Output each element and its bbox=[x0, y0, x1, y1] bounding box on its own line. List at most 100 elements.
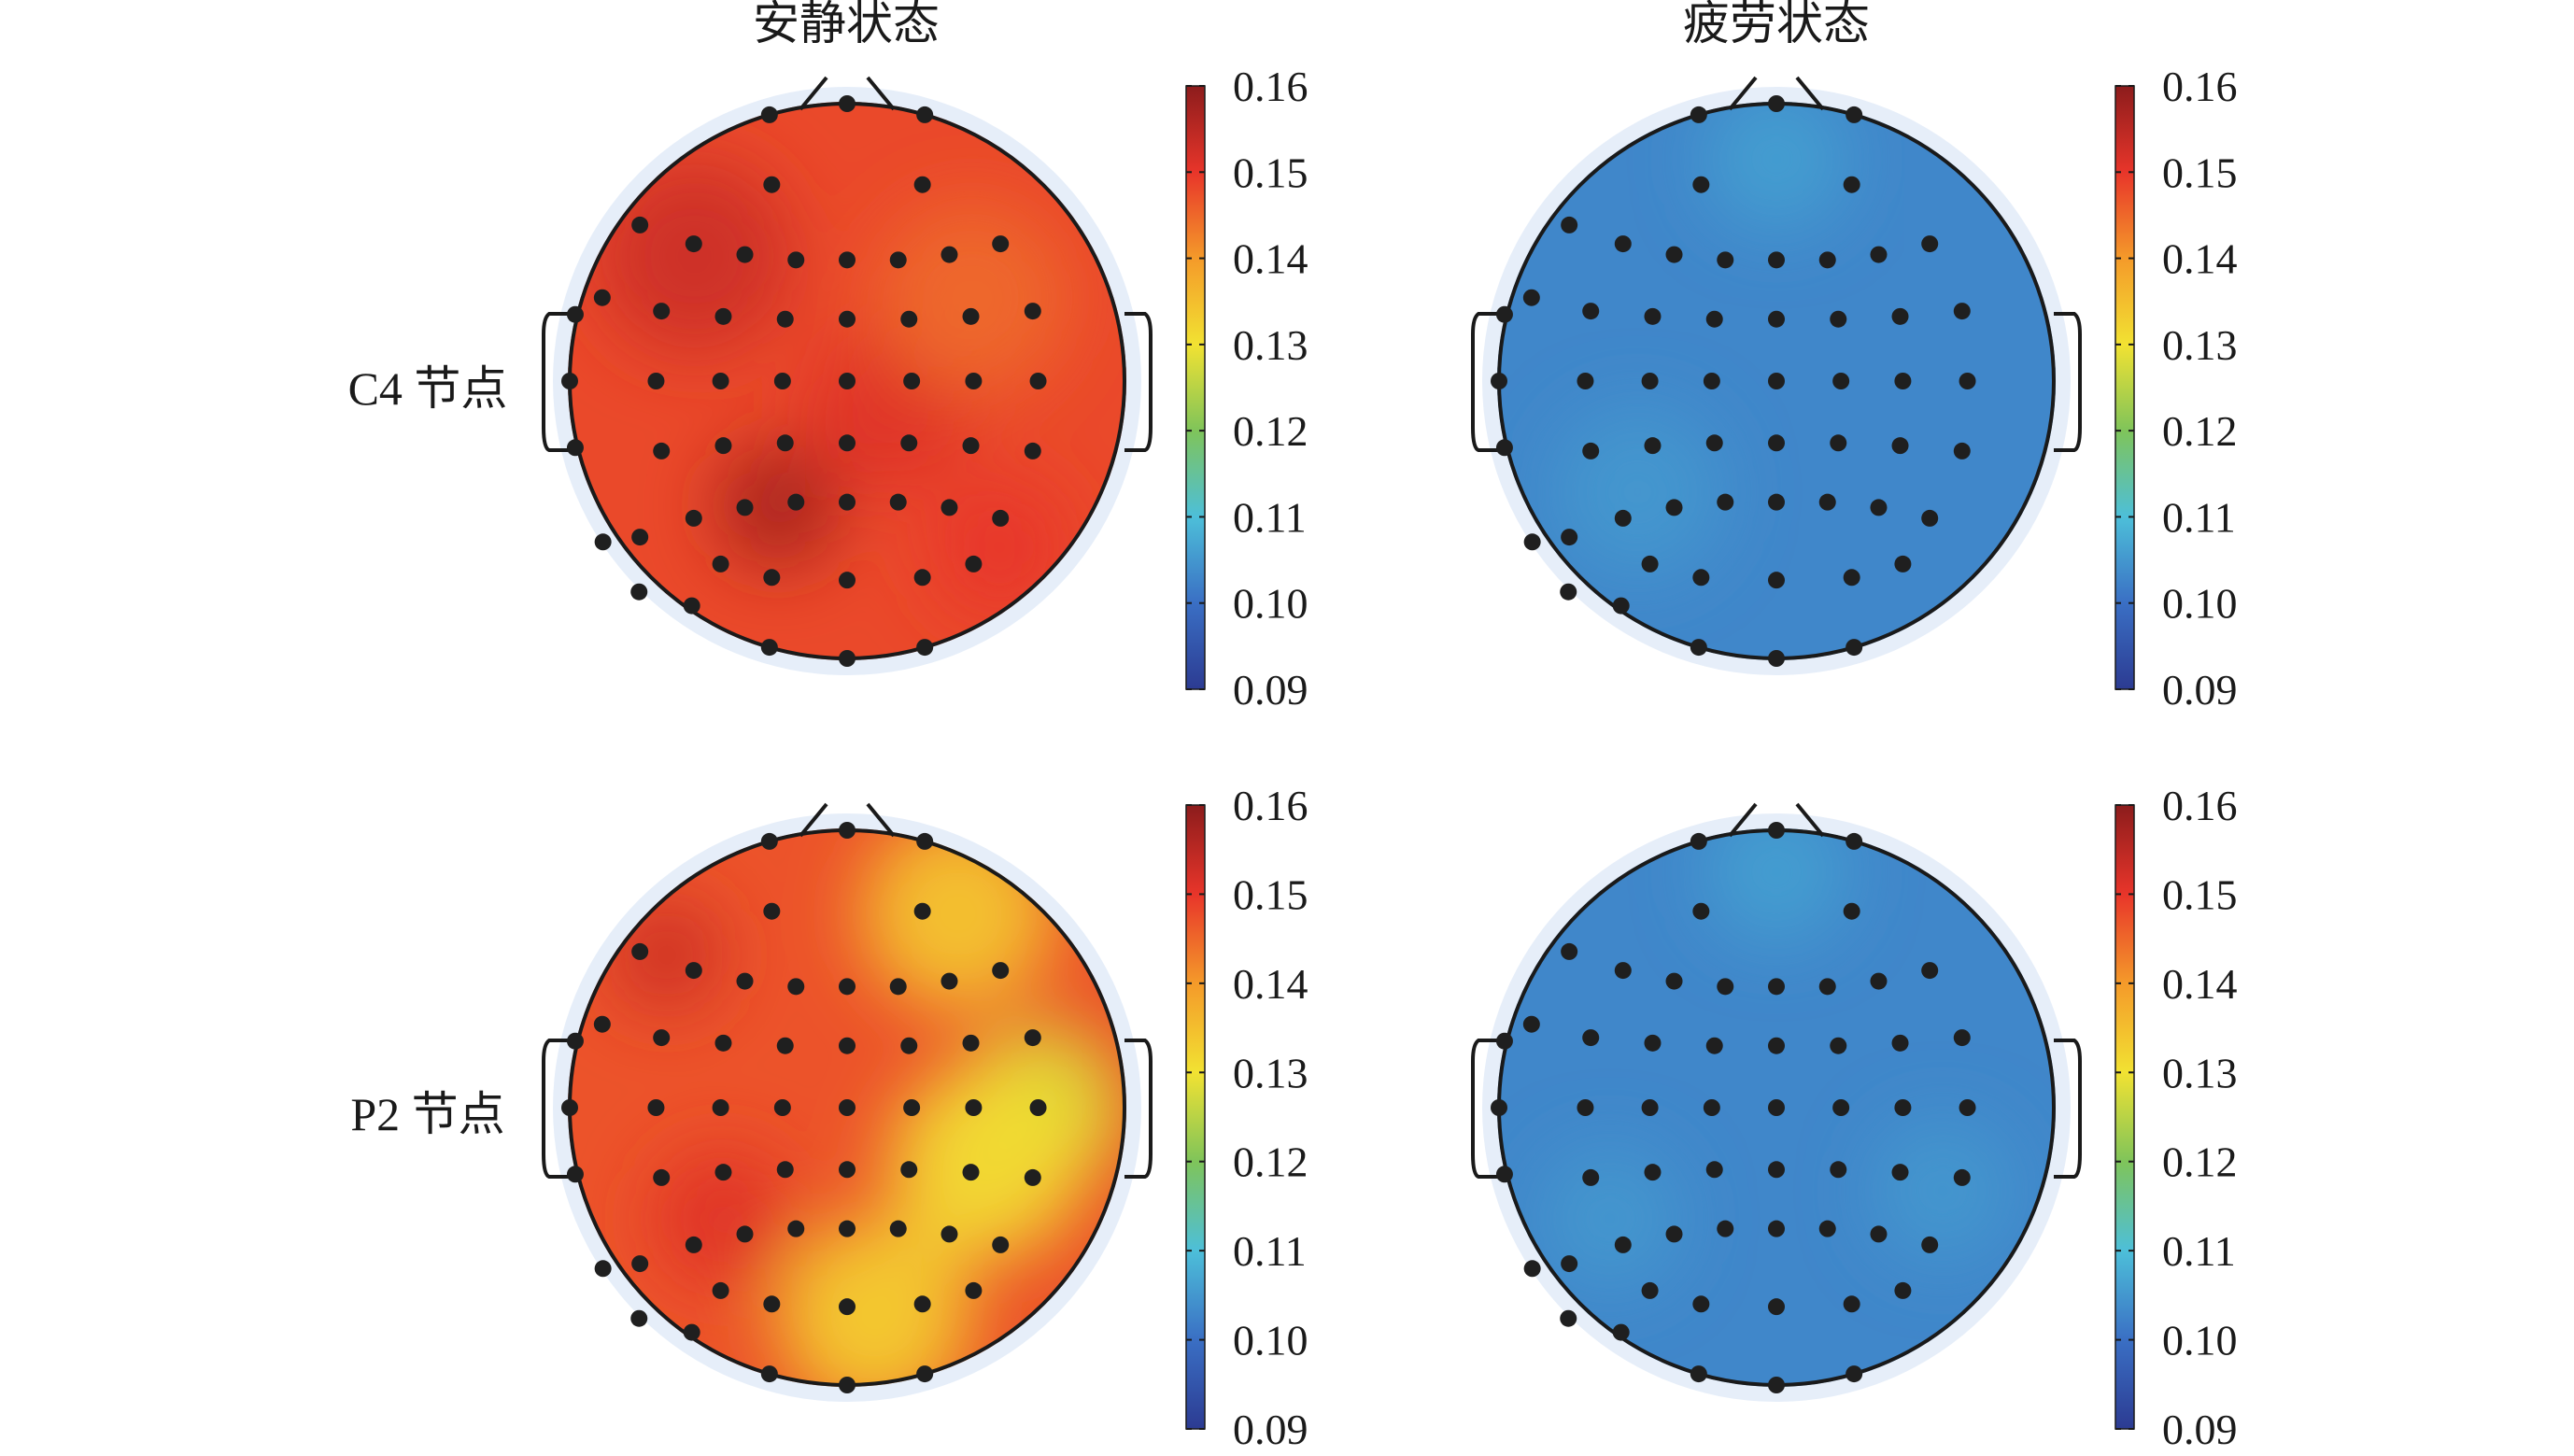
electrode bbox=[653, 303, 671, 320]
electrode bbox=[1703, 373, 1720, 389]
electrode bbox=[962, 307, 980, 325]
electrode bbox=[631, 942, 649, 960]
electrode bbox=[1692, 176, 1710, 193]
electrode bbox=[685, 1236, 702, 1253]
colorbar-tick-label: 0.12 bbox=[1233, 1138, 1308, 1186]
electrode bbox=[776, 310, 794, 328]
electrode bbox=[1024, 1168, 1041, 1186]
electrode bbox=[962, 1164, 980, 1181]
electrode bbox=[630, 583, 648, 601]
electrode bbox=[1768, 434, 1785, 452]
colorbar-tick-label: 0.13 bbox=[1233, 1049, 1308, 1096]
electrode bbox=[965, 1281, 983, 1299]
electrode bbox=[1665, 246, 1683, 263]
nose-outline bbox=[799, 76, 896, 111]
electrode bbox=[1577, 1099, 1594, 1116]
electrode bbox=[1768, 1161, 1785, 1179]
electrode bbox=[1641, 555, 1659, 573]
topomap-panels bbox=[542, 76, 2082, 1402]
electrode bbox=[714, 437, 732, 455]
electrode bbox=[962, 437, 980, 455]
colorbar-tick-label: 0.14 bbox=[2162, 960, 2238, 1008]
electrode bbox=[1870, 499, 1888, 516]
topomap-panel-1 bbox=[1471, 76, 2082, 675]
electrode-group bbox=[1491, 822, 1976, 1393]
electrode bbox=[839, 493, 856, 511]
electrode bbox=[889, 251, 907, 269]
electrode bbox=[900, 434, 918, 452]
electrode bbox=[1959, 373, 1976, 389]
electrode bbox=[1921, 1236, 1939, 1253]
colorbar-tick-label: 0.09 bbox=[1233, 1406, 1308, 1453]
column-title-quiet: 安静状态 bbox=[753, 0, 940, 49]
electrode bbox=[1818, 493, 1836, 511]
row-label-c4: C4 节点 bbox=[348, 362, 508, 415]
colorbar-tick-label: 0.10 bbox=[1233, 580, 1308, 628]
heat-hotspot-2 bbox=[1873, 1121, 2013, 1261]
electrode bbox=[839, 251, 856, 269]
electrode bbox=[965, 1099, 983, 1116]
electrode bbox=[839, 1298, 856, 1316]
electrode bbox=[1690, 1365, 1707, 1383]
electrode bbox=[647, 373, 665, 389]
nose-outline bbox=[1728, 802, 1825, 838]
electrode bbox=[1717, 493, 1734, 511]
electrode bbox=[561, 373, 578, 389]
heat-hotspot-0 bbox=[1706, 828, 1846, 941]
electrode bbox=[566, 1032, 584, 1050]
left-ear-outline bbox=[542, 312, 570, 452]
electrode bbox=[940, 1225, 958, 1243]
electrode bbox=[1614, 509, 1632, 527]
electrode bbox=[653, 1168, 671, 1186]
electrode bbox=[900, 310, 918, 328]
electrode bbox=[1641, 1281, 1659, 1299]
electrode bbox=[1612, 597, 1630, 615]
electrode bbox=[839, 1377, 856, 1393]
electrode bbox=[1029, 1099, 1047, 1116]
electrode bbox=[889, 1220, 907, 1237]
electrode bbox=[992, 235, 1010, 253]
electrode bbox=[916, 832, 934, 850]
electrode bbox=[787, 978, 805, 996]
colorbar-tick-label: 0.14 bbox=[2162, 235, 2238, 283]
electrode bbox=[736, 499, 754, 516]
electrode bbox=[1495, 1032, 1513, 1050]
electrode bbox=[1644, 437, 1662, 455]
electrode bbox=[1891, 307, 1909, 325]
electrode bbox=[593, 289, 611, 306]
electrode bbox=[1830, 434, 1847, 452]
electrode bbox=[1560, 583, 1577, 601]
colorbar-tick-label: 0.11 bbox=[2162, 1227, 2236, 1275]
electrode bbox=[965, 373, 983, 389]
electrode bbox=[1818, 251, 1836, 269]
electrode bbox=[916, 1365, 934, 1383]
electrode bbox=[1577, 373, 1594, 389]
electrode bbox=[712, 1281, 729, 1299]
electrode bbox=[1644, 1034, 1662, 1052]
colorbar-0: 0.16 0.15 0.14 0.13 0.12 0.11 0.10 0.09 bbox=[1185, 63, 1308, 714]
electrode bbox=[1612, 1323, 1630, 1341]
electrode bbox=[1582, 1029, 1600, 1047]
colorbar-gradient bbox=[1185, 85, 1206, 690]
electrode bbox=[1891, 437, 1909, 455]
electrode bbox=[631, 1255, 649, 1273]
colorbar-gradient bbox=[2114, 804, 2135, 1430]
electrode bbox=[1768, 1099, 1785, 1116]
electrode bbox=[1768, 1298, 1785, 1316]
electrode bbox=[1818, 1220, 1836, 1237]
electrode bbox=[1029, 373, 1047, 389]
electrode bbox=[1491, 373, 1507, 389]
electrode bbox=[1024, 303, 1041, 320]
electrode bbox=[1891, 1034, 1909, 1052]
heat-hotspot-1 bbox=[716, 445, 840, 567]
electrode bbox=[1870, 972, 1888, 990]
electrode bbox=[940, 246, 958, 263]
electrode bbox=[763, 1295, 781, 1313]
colorbar-tick-label: 0.10 bbox=[2162, 1317, 2238, 1364]
electrode-group bbox=[561, 822, 1047, 1393]
colorbar-tick-label: 0.14 bbox=[1233, 235, 1308, 283]
electrode bbox=[916, 106, 934, 123]
electrode bbox=[1690, 106, 1707, 123]
electrode bbox=[1522, 289, 1540, 306]
electrode bbox=[916, 639, 934, 657]
